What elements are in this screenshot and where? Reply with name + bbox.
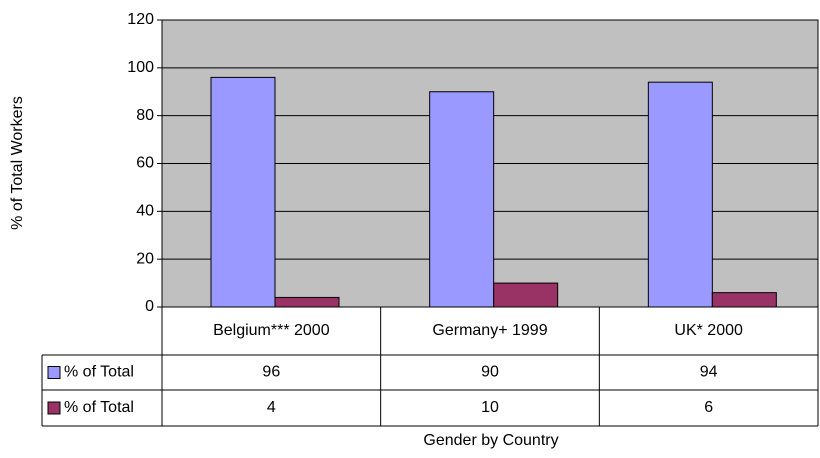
y-tick-label: 100 [127,59,154,76]
y-tick-label: 40 [136,203,154,220]
y-axis-label: % of Total Workers [9,96,26,230]
data-label: 96 [262,364,280,381]
data-label: 4 [267,399,276,416]
y-tick-label: 120 [127,11,154,28]
x-tick-label: Belgium*** 2000 [213,322,330,339]
y-tick-label: 20 [136,250,154,267]
x-axis-label: Gender by Country [423,432,558,449]
bar [429,91,495,308]
legend-swatch [47,366,61,379]
data-label: 94 [700,364,718,381]
data-label: 90 [481,364,499,381]
y-tick-label: 0 [145,298,154,315]
data-label: 6 [704,399,713,416]
data-label: 10 [481,399,499,416]
y-tick-label: 80 [136,107,154,124]
bar [647,81,713,308]
y-tick-label: 60 [136,155,154,172]
bar [493,282,559,308]
bar [274,296,340,308]
bar [210,76,276,308]
x-tick-label: UK* 2000 [674,322,743,339]
legend-swatch [47,401,61,415]
legend-label: % of Total [64,399,134,416]
x-tick-label: Germany+ 1999 [432,322,547,339]
legend-label: % of Total [64,364,134,381]
bar [711,292,777,308]
